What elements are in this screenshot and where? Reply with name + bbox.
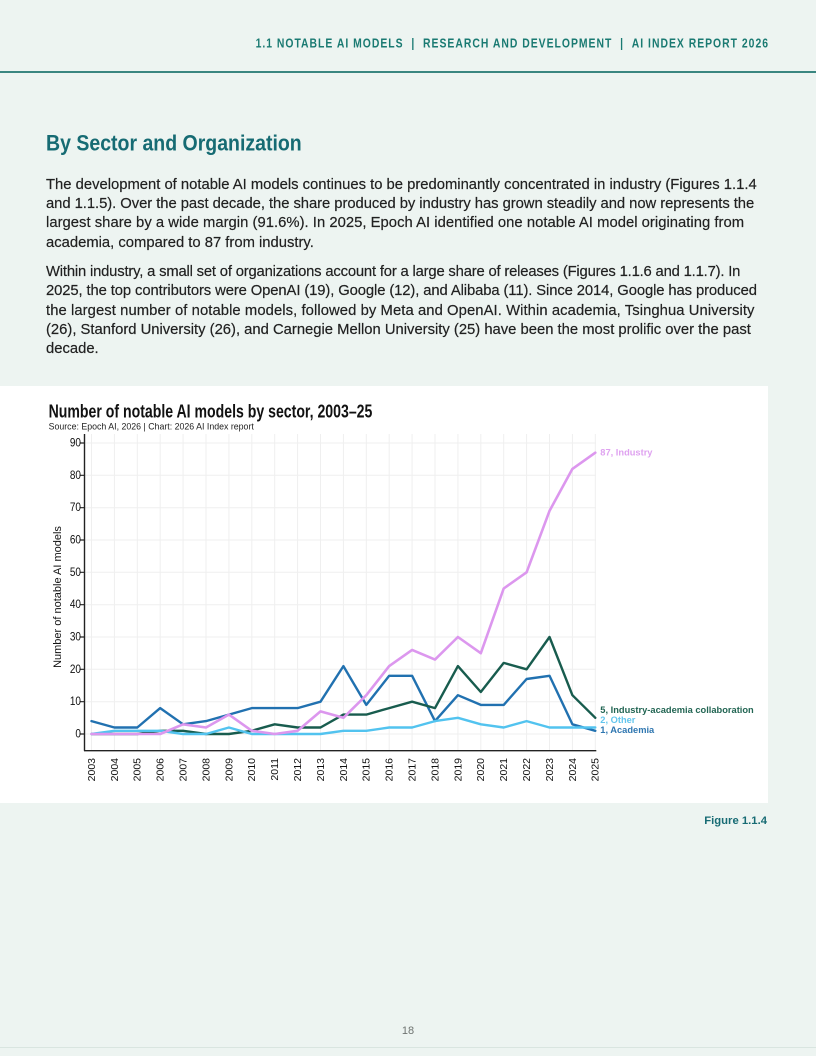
svg-text:Number of notable AI models by: Number of notable AI models by sector, 2… <box>49 402 373 422</box>
svg-text:2006: 2006 <box>155 758 167 782</box>
svg-text:30: 30 <box>70 631 81 644</box>
svg-text:2008: 2008 <box>200 758 212 782</box>
svg-text:2010: 2010 <box>246 758 258 782</box>
svg-text:2018: 2018 <box>429 758 441 782</box>
svg-text:2015: 2015 <box>361 758 373 782</box>
svg-text:2005: 2005 <box>132 758 144 782</box>
svg-text:5, Industry-academia collabora: 5, Industry-academia collaboration <box>600 705 754 715</box>
svg-text:2025: 2025 <box>590 758 602 782</box>
svg-text:2014: 2014 <box>338 758 350 782</box>
svg-text:2003: 2003 <box>86 758 98 782</box>
svg-text:2024: 2024 <box>567 758 579 782</box>
svg-text:2012: 2012 <box>292 758 304 782</box>
svg-text:10: 10 <box>70 696 81 709</box>
svg-text:2013: 2013 <box>315 758 327 782</box>
svg-text:90: 90 <box>70 437 81 450</box>
svg-text:20: 20 <box>70 663 81 676</box>
svg-text:Source: Epoch AI, 2026 | Chart: Source: Epoch AI, 2026 | Chart: 2026 AI … <box>49 422 255 432</box>
svg-text:2021: 2021 <box>498 758 510 782</box>
svg-text:1, Academia: 1, Academia <box>600 725 655 735</box>
svg-text:2, Other: 2, Other <box>600 715 636 725</box>
svg-text:0: 0 <box>75 728 81 741</box>
svg-text:2019: 2019 <box>452 758 464 782</box>
svg-text:2022: 2022 <box>521 758 533 782</box>
svg-text:2016: 2016 <box>384 758 396 782</box>
svg-text:80: 80 <box>70 469 81 482</box>
svg-text:2020: 2020 <box>475 758 487 782</box>
svg-text:87, Industry: 87, Industry <box>600 447 653 457</box>
svg-text:2011: 2011 <box>269 758 281 781</box>
svg-text:2007: 2007 <box>178 758 190 782</box>
svg-text:40: 40 <box>70 599 81 612</box>
svg-text:70: 70 <box>70 502 81 515</box>
svg-text:2017: 2017 <box>407 758 419 782</box>
svg-text:2023: 2023 <box>544 758 556 782</box>
svg-text:60: 60 <box>70 534 81 547</box>
svg-text:50: 50 <box>70 566 81 579</box>
svg-text:Number of notable AI models: Number of notable AI models <box>52 526 64 668</box>
svg-text:2009: 2009 <box>223 758 235 782</box>
svg-text:2004: 2004 <box>109 758 121 782</box>
